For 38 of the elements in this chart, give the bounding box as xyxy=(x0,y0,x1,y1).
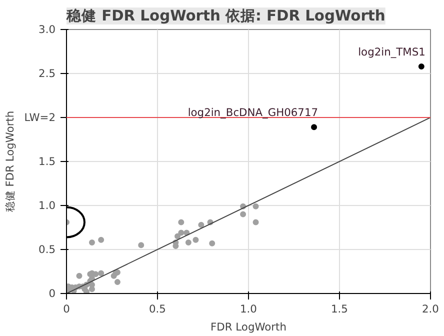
point xyxy=(178,230,184,236)
point xyxy=(110,272,117,279)
point xyxy=(88,239,95,246)
annotation: log2in_TMS1 xyxy=(358,45,426,58)
point xyxy=(114,279,120,286)
y-tick-label: 1.0 xyxy=(38,199,56,212)
point xyxy=(311,124,318,130)
point xyxy=(252,203,259,210)
point xyxy=(240,211,246,218)
y-tick-label: 3.0 xyxy=(38,23,56,36)
y-tick-label: 1.5 xyxy=(38,155,56,168)
point xyxy=(252,219,259,226)
point xyxy=(84,288,90,294)
chart-title: 稳健 FDR LogWorth 依据: FDR LogWorth xyxy=(66,8,386,24)
x-tick-label: 0.5 xyxy=(149,302,166,316)
point xyxy=(209,240,216,246)
point xyxy=(92,271,99,278)
point xyxy=(418,63,424,70)
y-tick-label: 2.5 xyxy=(38,67,56,80)
point xyxy=(192,236,199,243)
y-tick-label: 0.5 xyxy=(38,243,56,256)
point xyxy=(138,242,144,248)
x-tick-label: 1.0 xyxy=(240,302,258,316)
point xyxy=(174,233,181,240)
point xyxy=(185,239,192,246)
y-axis-title: 稳健 FDR LogWorth xyxy=(3,110,16,212)
y-tick-label: 0 xyxy=(48,287,56,300)
ref-line-label: LW=2 xyxy=(24,111,56,124)
x-tick-label: 0 xyxy=(63,302,70,316)
point xyxy=(76,272,82,279)
point xyxy=(98,270,104,276)
annotation: log2in_BcDNA_GH06717 xyxy=(188,106,318,120)
x-tick-label: 2.0 xyxy=(422,302,440,316)
point xyxy=(178,219,184,226)
x-axis-title: FDR LogWorth xyxy=(210,320,286,334)
point xyxy=(98,236,104,243)
x-tick-label: 1.5 xyxy=(331,302,348,316)
point xyxy=(198,222,204,228)
